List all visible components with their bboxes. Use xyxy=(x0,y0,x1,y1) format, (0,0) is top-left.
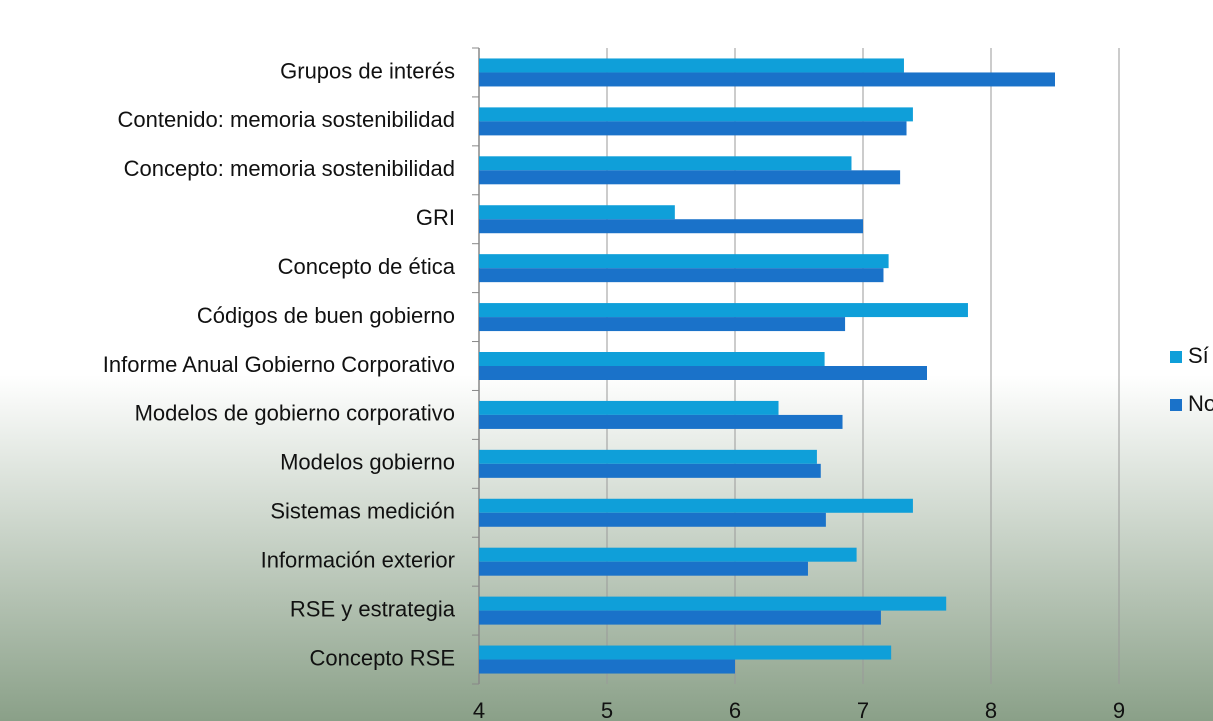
x-tick-label: 8 xyxy=(985,698,997,721)
bar xyxy=(479,205,675,220)
bar xyxy=(479,400,779,415)
bar xyxy=(479,170,901,185)
bar xyxy=(479,547,857,562)
bar xyxy=(479,596,947,611)
legend-swatch xyxy=(1170,351,1182,363)
y-tick-label: Concepto de ética xyxy=(278,254,456,279)
legend-label: Sí xyxy=(1188,343,1209,368)
y-tick-label: Información exterior xyxy=(261,548,455,573)
legend-swatch xyxy=(1170,399,1182,411)
y-tick-label: Modelos de gobierno corporativo xyxy=(135,401,455,426)
bar xyxy=(479,156,852,171)
bar xyxy=(479,463,821,478)
bar xyxy=(479,58,904,73)
bar xyxy=(479,610,881,625)
bar xyxy=(479,303,968,318)
bar xyxy=(479,254,889,269)
y-tick-label: Concepto: memoria sostenibilidad xyxy=(124,156,455,181)
y-tick-label: Códigos de buen gobierno xyxy=(197,303,455,328)
x-tick-label: 4 xyxy=(473,698,485,721)
bar xyxy=(479,107,913,122)
y-tick-label: Grupos de interés xyxy=(280,58,455,83)
y-tick-label: RSE y estrategia xyxy=(290,596,456,621)
bar xyxy=(479,512,826,527)
y-tick-label: Modelos gobierno xyxy=(280,450,455,475)
bar xyxy=(479,414,843,429)
y-tick-label: GRI xyxy=(416,205,455,230)
y-tick-label: Informe Anual Gobierno Corporativo xyxy=(103,352,455,377)
bar xyxy=(479,317,846,332)
bar xyxy=(479,121,907,136)
legend-label: No xyxy=(1188,391,1213,416)
y-tick-label: Sistemas medición xyxy=(270,499,455,524)
bar xyxy=(479,498,913,513)
x-tick-label: 7 xyxy=(857,698,869,721)
bar xyxy=(479,659,735,674)
bar xyxy=(479,645,892,660)
x-tick-label: 5 xyxy=(601,698,613,721)
bar xyxy=(479,219,863,234)
bar xyxy=(479,268,884,283)
bar xyxy=(479,561,808,576)
bar xyxy=(479,352,825,366)
y-tick-label: Concepto RSE xyxy=(309,645,455,670)
y-tick-label: Contenido: memoria sostenibilidad xyxy=(117,107,455,132)
bar xyxy=(479,366,927,380)
bar xyxy=(479,72,1055,87)
x-tick-label: 6 xyxy=(729,698,741,721)
bar xyxy=(479,449,817,464)
x-tick-label: 9 xyxy=(1113,698,1125,721)
